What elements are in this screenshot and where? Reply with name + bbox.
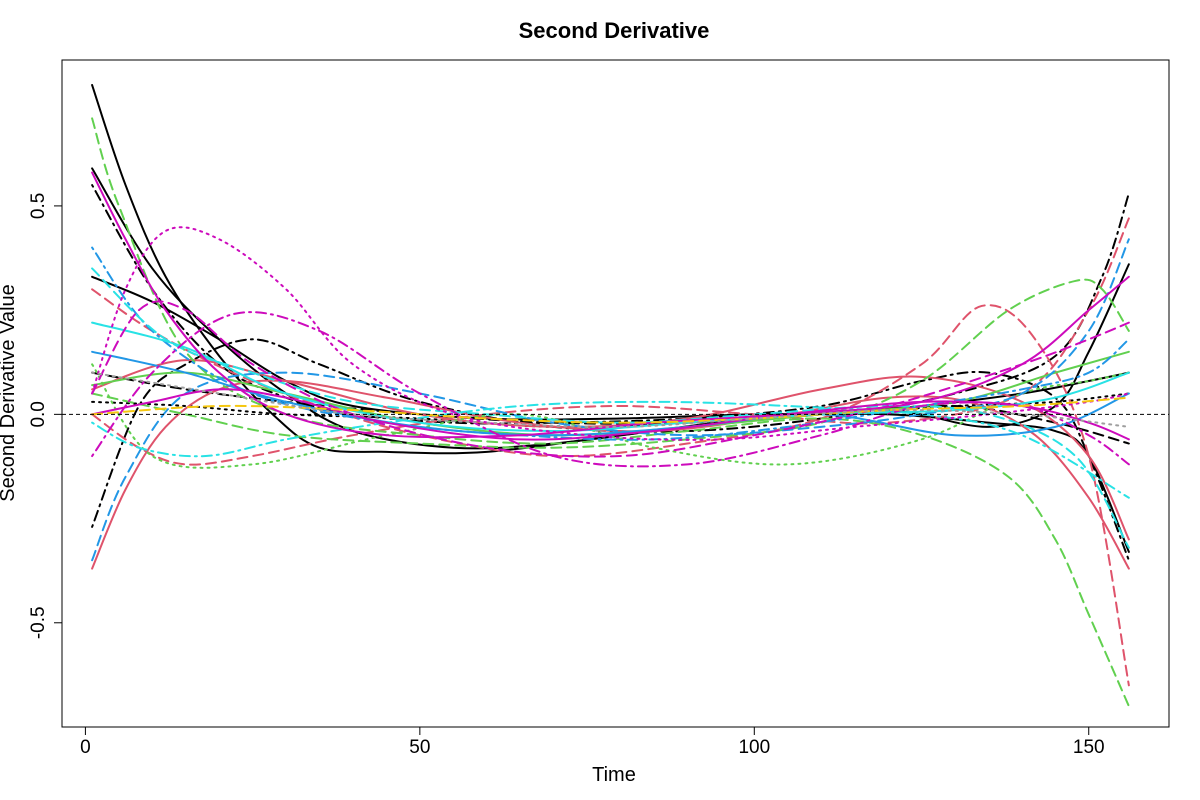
x-tick-label: 150 [1073, 737, 1105, 758]
series-line-4 [91, 192, 1130, 528]
x-tick-label: 100 [738, 737, 770, 758]
chart-title: Second Derivative [519, 18, 710, 43]
series-line-28 [91, 371, 1130, 428]
series-line-22 [91, 171, 1130, 439]
series-line-10 [91, 217, 1130, 466]
y-axis: -0.5 0.0 0.5 [28, 193, 63, 639]
series-line-23 [91, 226, 1130, 441]
x-axis-label: Time [592, 764, 636, 786]
series-line-18 [91, 246, 1130, 441]
series-line-13 [91, 278, 1130, 449]
x-axis: 0 50 100 150 [80, 726, 1105, 758]
series-line-27 [91, 396, 1130, 424]
series-line-14 [91, 363, 1130, 469]
y-tick-label: 0.5 [28, 193, 49, 219]
series-line-9 [91, 288, 1130, 687]
x-tick-label: 0 [80, 737, 91, 758]
series-line-20 [91, 400, 1130, 499]
y-tick-label: -0.5 [28, 606, 49, 639]
series-line-7 [91, 392, 1130, 428]
series-layer [91, 84, 1130, 708]
x-tick-label: 50 [409, 737, 430, 758]
series-line-5 [91, 184, 1130, 562]
series-line-26 [91, 388, 1130, 441]
series-line-12 [91, 117, 1130, 708]
series-line-24 [91, 300, 1130, 458]
series-line-2 [91, 275, 1130, 553]
y-tick-label: 0.0 [28, 401, 49, 427]
y-axis-label: Second Derivative Value [0, 284, 19, 502]
